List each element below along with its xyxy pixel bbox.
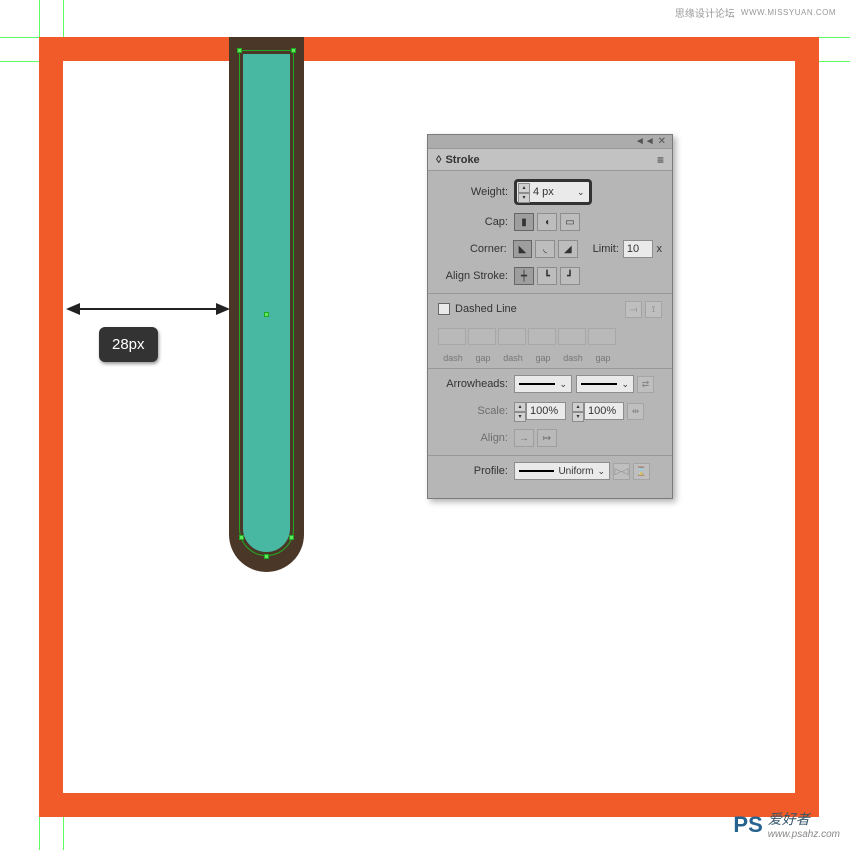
scale-stepper-1[interactable]: ▴▾: [514, 402, 526, 420]
profile-select[interactable]: Uniform ⌄: [514, 462, 610, 480]
cap-projecting-icon[interactable]: ▭: [560, 213, 580, 231]
panel-topbar: ◄◄ ✕: [428, 135, 672, 149]
row-weight: Weight: ▴▾ 4 px ⌄: [438, 179, 662, 205]
arrow-end-select[interactable]: ⌄: [576, 375, 634, 393]
scale-2[interactable]: 100%: [584, 402, 624, 420]
arrow-align-end-icon[interactable]: ↦: [537, 429, 557, 447]
divider-1: [428, 293, 672, 294]
flip-along-icon[interactable]: ▷◁: [613, 463, 630, 480]
gap-1[interactable]: [468, 328, 496, 345]
limit-input[interactable]: 10: [623, 240, 653, 258]
profile-label: Profile:: [438, 465, 514, 477]
anchor-br[interactable]: [289, 535, 294, 540]
panel-menu-icon[interactable]: ≡: [657, 153, 664, 167]
divider-3: [428, 455, 672, 456]
arrow-align-label: Align:: [438, 432, 514, 444]
row-align-stroke: Align Stroke: ┿ ┗ ┛: [438, 266, 662, 286]
weight-label: Weight:: [438, 186, 514, 198]
corner-label: Corner:: [438, 243, 513, 255]
scale-label: Scale:: [438, 405, 514, 417]
arrow-align-tip-icon[interactable]: →: [514, 429, 534, 447]
dash-3[interactable]: [558, 328, 586, 345]
row-profile: Profile: Uniform ⌄ ▷◁ ⌛: [438, 461, 662, 481]
cap-label: Cap:: [438, 216, 514, 228]
selection-outline: [239, 50, 294, 556]
align-inside-icon[interactable]: ┗: [537, 267, 557, 285]
profile-value: Uniform: [558, 466, 593, 477]
watermark-top: 思缘设计论坛 WWW.MISSYUAN.COM: [675, 5, 836, 20]
gap-2[interactable]: [528, 328, 556, 345]
limit-label: Limit:: [593, 243, 619, 255]
anchor-tr[interactable]: [291, 48, 296, 53]
arrowheads-label: Arrowheads:: [438, 378, 514, 390]
cap-round-icon[interactable]: ◖: [537, 213, 557, 231]
anchor-center[interactable]: [264, 312, 269, 317]
dash-1[interactable]: [438, 328, 466, 345]
panel-collapse-icon[interactable]: ◄◄: [635, 136, 655, 147]
weight-value[interactable]: 4 px: [530, 183, 574, 201]
tube-outer[interactable]: [229, 37, 304, 572]
panel-title: Stroke: [445, 154, 479, 166]
anchor-b[interactable]: [264, 554, 269, 559]
dash-col-labels: dashgap dashgap dashgap: [438, 353, 662, 363]
weight-dropdown-icon[interactable]: ⌄: [574, 187, 588, 198]
scale-1[interactable]: 100%: [526, 402, 566, 420]
swap-arrows-icon[interactable]: ⇄: [637, 376, 654, 393]
stroke-icon: ◊: [436, 154, 441, 166]
arrow-start-select[interactable]: ⌄: [514, 375, 572, 393]
row-dash-fields: [438, 326, 662, 346]
dimension-arrow: [68, 308, 228, 310]
panel-title-bar[interactable]: ◊ Stroke ≡: [428, 149, 672, 171]
row-arrow-align: Align: → ↦: [438, 428, 662, 448]
row-arrowheads: Arrowheads: ⌄ ⌄ ⇄: [438, 374, 662, 394]
weight-input-wrap[interactable]: ▴▾ 4 px ⌄: [514, 179, 592, 205]
dimension-label: 28px: [99, 327, 158, 362]
gap-3[interactable]: [588, 328, 616, 345]
corner-bevel-icon[interactable]: ◢: [558, 240, 578, 258]
anchor-tl[interactable]: [237, 48, 242, 53]
dashed-label: Dashed Line: [455, 303, 517, 315]
weight-stepper[interactable]: ▴▾: [518, 183, 530, 201]
anchor-bl[interactable]: [239, 535, 244, 540]
scale-stepper-2[interactable]: ▴▾: [572, 402, 584, 420]
row-cap: Cap: ▮ ◖ ▭: [438, 212, 662, 232]
stroke-panel: ◄◄ ✕ ◊ Stroke ≡ Weight: ▴▾ 4 px ⌄ Cap: ▮…: [427, 134, 673, 499]
row-corner: Corner: ◣ ◟ ◢ Limit: 10 x: [438, 239, 662, 259]
close-icon[interactable]: ✕: [658, 136, 666, 147]
align-outside-icon[interactable]: ┛: [560, 267, 580, 285]
limit-unit: x: [657, 243, 663, 255]
dash-preserve-icon[interactable]: ⟞: [625, 301, 642, 318]
divider-2: [428, 368, 672, 369]
row-dashed: Dashed Line ⟞ ⟟: [438, 299, 662, 319]
flip-across-icon[interactable]: ⌛: [633, 463, 650, 480]
corner-miter-icon[interactable]: ◣: [513, 240, 533, 258]
corner-round-icon[interactable]: ◟: [535, 240, 555, 258]
link-scale-icon[interactable]: ⇹: [627, 403, 644, 420]
align-stroke-label: Align Stroke:: [438, 270, 514, 282]
dash-align-icon[interactable]: ⟟: [645, 301, 662, 318]
watermark-bottom: PS 爱好者 www.psahz.com: [733, 809, 840, 840]
dash-2[interactable]: [498, 328, 526, 345]
cap-butt-icon[interactable]: ▮: [514, 213, 534, 231]
align-center-icon[interactable]: ┿: [514, 267, 534, 285]
row-scale: Scale: ▴▾ 100% ▴▾ 100% ⇹: [438, 401, 662, 421]
panel-body: Weight: ▴▾ 4 px ⌄ Cap: ▮ ◖ ▭ Corner: ◣ ◟…: [428, 171, 672, 498]
dashed-checkbox[interactable]: [438, 303, 450, 315]
